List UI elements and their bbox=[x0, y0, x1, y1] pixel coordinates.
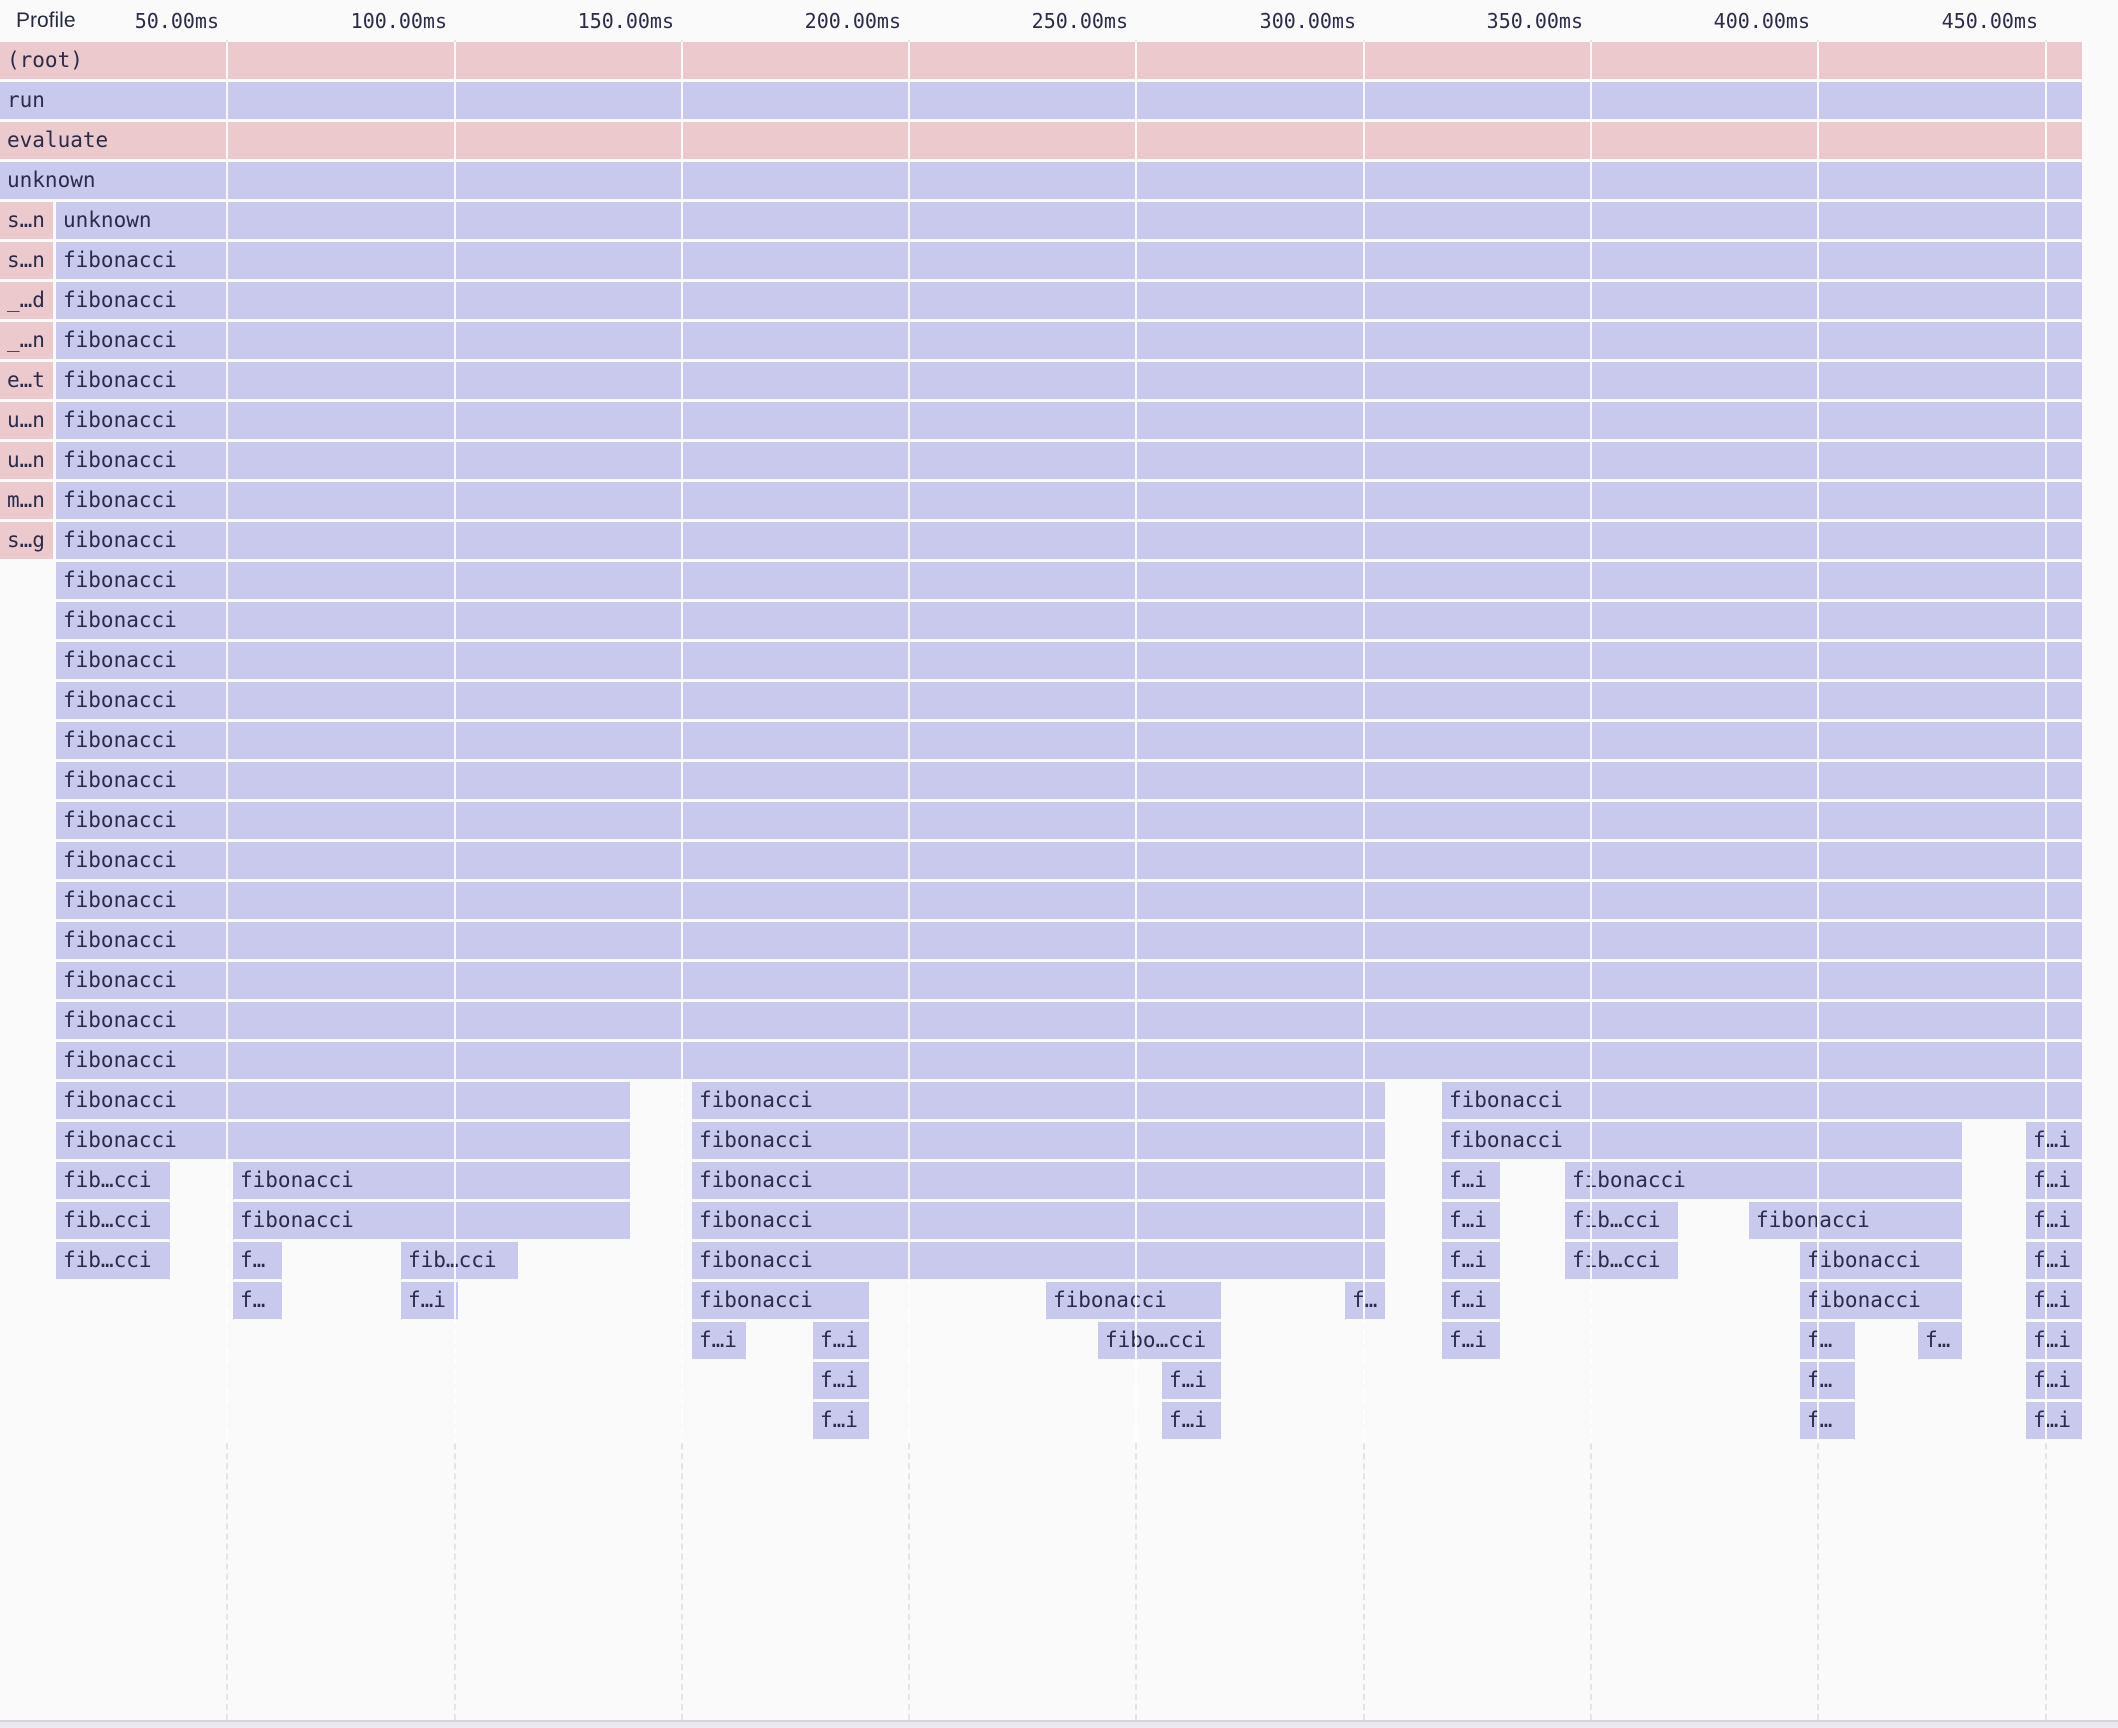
frame[interactable]: fibonacci bbox=[56, 722, 2082, 759]
frame[interactable]: evaluate bbox=[0, 122, 2082, 159]
frame[interactable]: fibonacci bbox=[56, 1002, 2082, 1039]
frame[interactable]: fibonacci bbox=[56, 1082, 630, 1119]
frame[interactable]: f…i bbox=[401, 1282, 458, 1319]
frame[interactable]: fib…cci bbox=[401, 1242, 518, 1279]
time-tick-label: 150.00ms bbox=[577, 9, 674, 33]
frame[interactable]: unknown bbox=[56, 202, 2082, 239]
frame[interactable]: fibonacci bbox=[56, 922, 2082, 959]
frame[interactable]: f… bbox=[1800, 1322, 1855, 1359]
frame[interactable]: _…d bbox=[0, 282, 53, 319]
frame[interactable]: f… bbox=[233, 1282, 282, 1319]
frame[interactable]: u…n bbox=[0, 402, 53, 439]
frame[interactable]: fibonacci bbox=[233, 1162, 630, 1199]
frame[interactable]: fibonacci bbox=[56, 1122, 630, 1159]
frame[interactable]: fibonacci bbox=[56, 282, 2082, 319]
frame[interactable]: fibonacci bbox=[692, 1282, 869, 1319]
frame[interactable]: f… bbox=[233, 1242, 282, 1279]
frame[interactable]: fibonacci bbox=[56, 802, 2082, 839]
frame[interactable]: f…i bbox=[1442, 1202, 1500, 1239]
frame[interactable]: f…i bbox=[2026, 1322, 2082, 1359]
frame[interactable]: fibonacci bbox=[692, 1162, 1385, 1199]
frame[interactable]: u…n bbox=[0, 442, 53, 479]
frame[interactable]: fibonacci bbox=[56, 402, 2082, 439]
frame[interactable]: f…i bbox=[2026, 1202, 2082, 1239]
frame[interactable]: fibonacci bbox=[1442, 1082, 2082, 1119]
frame[interactable]: _…n bbox=[0, 322, 53, 359]
frame[interactable]: f…i bbox=[813, 1322, 869, 1359]
frame[interactable]: fibonacci bbox=[692, 1202, 1385, 1239]
frame[interactable]: fibonacci bbox=[1565, 1162, 1962, 1199]
frame[interactable]: e…t bbox=[0, 362, 53, 399]
frame[interactable]: fibonacci bbox=[233, 1202, 630, 1239]
frame[interactable]: s…n bbox=[0, 202, 53, 239]
frame[interactable]: f…i bbox=[1162, 1402, 1221, 1439]
frame[interactable]: fibonacci bbox=[692, 1122, 1385, 1159]
time-tick-label: 50.00ms bbox=[134, 9, 219, 33]
frame[interactable]: fibonacci bbox=[56, 322, 2082, 359]
frame[interactable]: fibonacci bbox=[1046, 1282, 1221, 1319]
frame[interactable]: f… bbox=[1800, 1402, 1855, 1439]
frame[interactable]: fibonacci bbox=[56, 362, 2082, 399]
frame[interactable]: fibonacci bbox=[56, 602, 2082, 639]
frame[interactable]: f…i bbox=[1442, 1242, 1500, 1279]
frame[interactable]: s…g bbox=[0, 522, 53, 559]
frame[interactable]: fibonacci bbox=[56, 562, 2082, 599]
frame[interactable]: f… bbox=[1800, 1362, 1855, 1399]
frame[interactable]: fib…cci bbox=[56, 1242, 170, 1279]
frame[interactable]: fibonacci bbox=[56, 642, 2082, 679]
frame[interactable]: s…n bbox=[0, 242, 53, 279]
frame[interactable]: fib…cci bbox=[56, 1202, 170, 1239]
frame[interactable]: fibonacci bbox=[692, 1242, 1385, 1279]
frame[interactable]: fibonacci bbox=[56, 842, 2082, 879]
frame[interactable]: m…n bbox=[0, 482, 53, 519]
frame[interactable]: fib…cci bbox=[1565, 1242, 1678, 1279]
time-tick-label: 400.00ms bbox=[1713, 9, 1810, 33]
time-header: Profile 50.00ms 100.00ms 150.00ms 200.00ms 2… bbox=[0, 0, 2118, 40]
frame[interactable]: f…i bbox=[1442, 1282, 1500, 1319]
time-tick-label: 250.00ms bbox=[1031, 9, 1128, 33]
horizontal-scrollbar-track[interactable] bbox=[0, 1720, 2118, 1728]
frame[interactable]: f…i bbox=[2026, 1282, 2082, 1319]
frame[interactable]: fibonacci bbox=[1800, 1282, 1962, 1319]
frame[interactable]: f…i bbox=[2026, 1122, 2082, 1159]
frame[interactable]: fibo…cci bbox=[1098, 1322, 1221, 1359]
frame[interactable]: fibonacci bbox=[56, 442, 2082, 479]
frame[interactable]: fibonacci bbox=[1749, 1202, 1962, 1239]
frame[interactable]: unknown bbox=[0, 162, 2082, 199]
frame[interactable]: fibonacci bbox=[56, 682, 2082, 719]
frame[interactable]: fibonacci bbox=[1442, 1122, 1962, 1159]
frame[interactable]: fibonacci bbox=[56, 522, 2082, 559]
frame[interactable]: f…i bbox=[1442, 1162, 1500, 1199]
frame[interactable]: f…i bbox=[2026, 1242, 2082, 1279]
frame[interactable]: (root) bbox=[0, 42, 2082, 79]
time-tick-label: 200.00ms bbox=[804, 9, 901, 33]
frame[interactable]: f… bbox=[1918, 1322, 1962, 1359]
frame[interactable]: fibonacci bbox=[1800, 1242, 1962, 1279]
frame[interactable]: f…i bbox=[2026, 1402, 2082, 1439]
frame[interactable]: fibonacci bbox=[692, 1082, 1385, 1119]
frame[interactable]: fib…cci bbox=[56, 1162, 170, 1199]
frame[interactable]: fibonacci bbox=[56, 482, 2082, 519]
frame[interactable]: f…i bbox=[1162, 1362, 1221, 1399]
frame[interactable]: f…i bbox=[2026, 1362, 2082, 1399]
frame[interactable]: f…i bbox=[2026, 1162, 2082, 1199]
frame[interactable]: fibonacci bbox=[56, 762, 2082, 799]
frame[interactable]: f…i bbox=[1442, 1322, 1500, 1359]
frame[interactable]: f…i bbox=[692, 1322, 746, 1359]
frame[interactable]: f…i bbox=[813, 1402, 869, 1439]
time-tick-label: 100.00ms bbox=[350, 9, 447, 33]
time-tick-label: 300.00ms bbox=[1259, 9, 1356, 33]
frame[interactable]: fibonacci bbox=[56, 1042, 2082, 1079]
time-tick-label: 350.00ms bbox=[1486, 9, 1583, 33]
frame[interactable]: fib…cci bbox=[1565, 1202, 1678, 1239]
time-tick-label: 450.00ms bbox=[1941, 9, 2038, 33]
frame[interactable]: fibonacci bbox=[56, 882, 2082, 919]
profile-title: Profile bbox=[16, 9, 76, 32]
frame[interactable]: f…i bbox=[813, 1362, 869, 1399]
frame[interactable]: fibonacci bbox=[56, 242, 2082, 279]
frame[interactable]: run bbox=[0, 82, 2082, 119]
frame[interactable]: f… bbox=[1345, 1282, 1385, 1319]
frame[interactable]: fibonacci bbox=[56, 962, 2082, 999]
